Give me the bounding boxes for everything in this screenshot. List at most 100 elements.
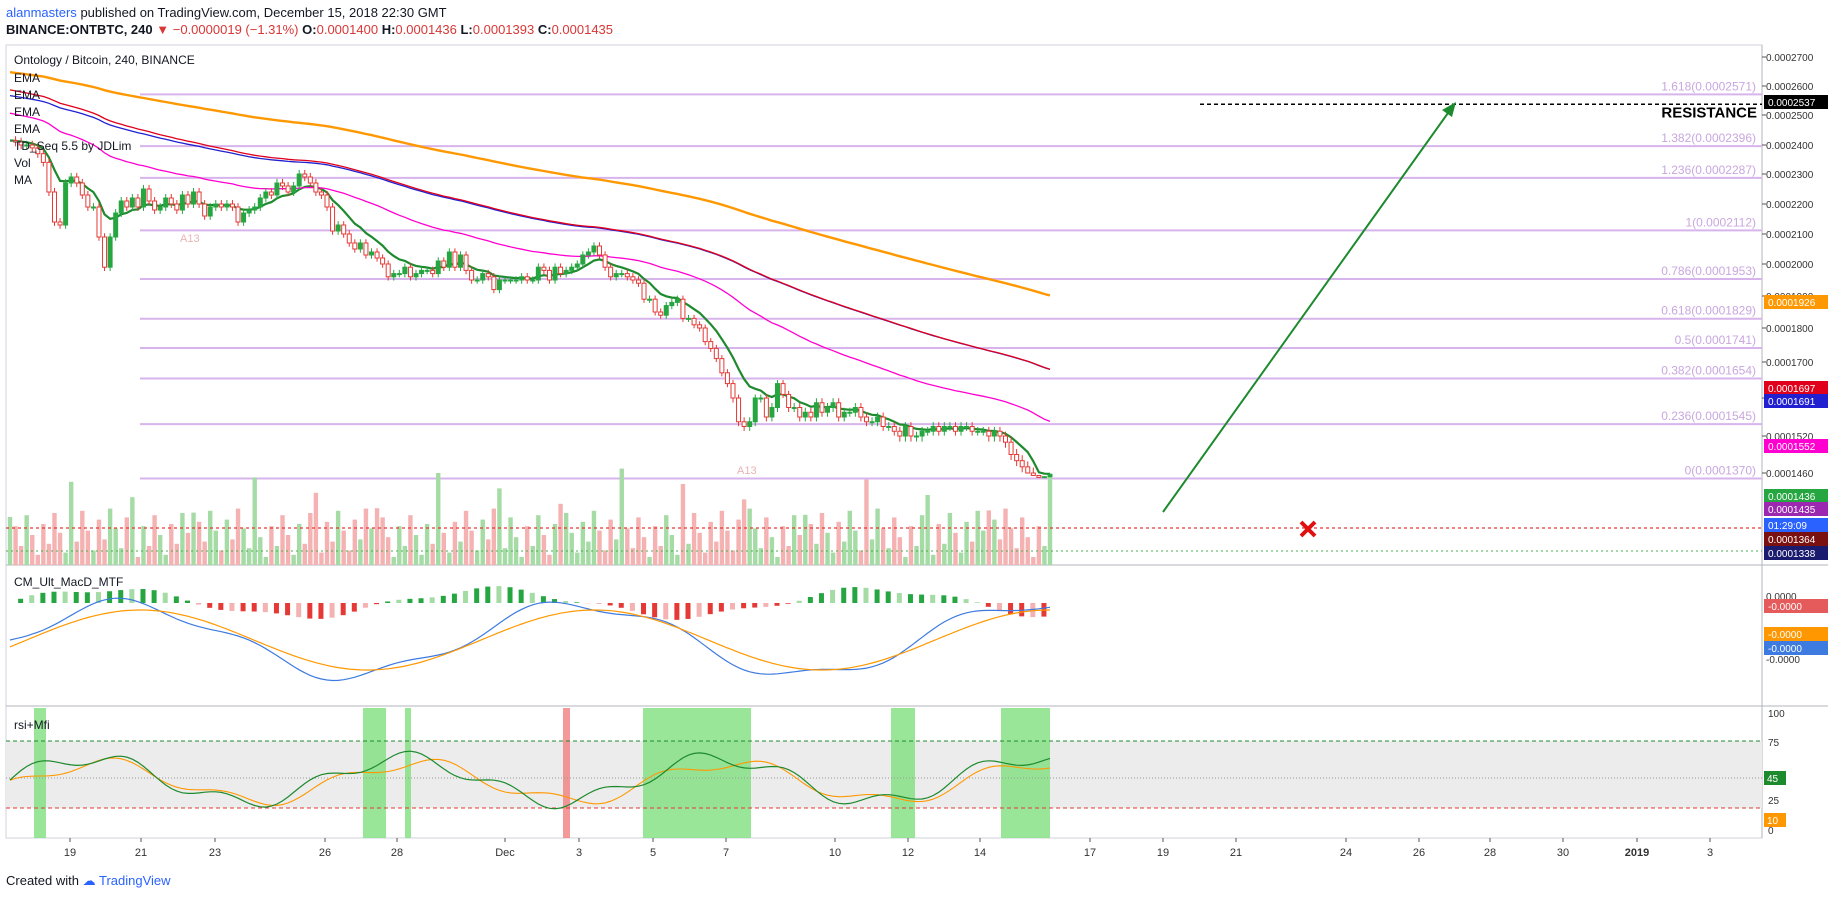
legend-item[interactable]: TD_Seq 5.5 by JDLim xyxy=(14,139,131,153)
price-tag[interactable] xyxy=(1764,532,1828,546)
time-tick-label: 14 xyxy=(974,847,986,859)
price-tag[interactable] xyxy=(1764,381,1828,395)
volume-bar xyxy=(124,517,129,565)
legend-item[interactable]: MA xyxy=(14,173,32,187)
rsi-tag-label: 10 xyxy=(1767,816,1779,827)
price-tag[interactable] xyxy=(1764,489,1828,503)
candle xyxy=(813,402,819,418)
price-tag[interactable] xyxy=(1764,394,1828,408)
macd-histogram-bar xyxy=(62,591,68,603)
candle xyxy=(991,430,997,437)
volume-bar xyxy=(163,554,168,565)
price-tag[interactable] xyxy=(1764,439,1828,453)
price-tag[interactable] xyxy=(1764,502,1828,516)
indicator-legend[interactable]: EMA EMA EMA EMA TD_Seq 5.5 by JDLim Vol MA xyxy=(14,71,131,187)
macd-tag-label: -0.0000 xyxy=(1768,644,1802,655)
rsi-tag[interactable] xyxy=(1764,771,1786,785)
legend-item[interactable]: EMA xyxy=(14,105,40,119)
volume-bar xyxy=(897,537,903,565)
price-axis[interactable]: 0.0002700 0.0002600 0.0002500 0.0002400 0.00… xyxy=(1762,53,1828,560)
macd-histogram-bar xyxy=(1008,603,1014,615)
tradingview-link[interactable]: TradingView xyxy=(99,873,171,888)
volume-bar xyxy=(319,552,324,565)
author-link[interactable]: alanmasters xyxy=(6,5,77,20)
volume-bar xyxy=(402,546,408,565)
candle xyxy=(914,435,920,438)
macd-histogram-bar xyxy=(763,603,769,607)
time-tick-label: 10 xyxy=(829,847,841,859)
macd-histogram-bar xyxy=(418,598,424,603)
fib-retracement[interactable]: 1.618(0.0002571) 1.382(0.0002396) 1.236(0.… xyxy=(140,79,1762,480)
time-tick-label: 24 xyxy=(1340,847,1352,859)
volume-bar xyxy=(1008,528,1014,565)
candle xyxy=(424,269,430,272)
volume-bar xyxy=(369,528,374,565)
price-tag[interactable] xyxy=(1764,295,1828,309)
volume-bar xyxy=(725,530,730,565)
candle xyxy=(224,203,230,208)
time-tick-label: 3 xyxy=(1707,847,1713,859)
volume-bar xyxy=(825,532,830,565)
ema-orange-line xyxy=(9,71,1051,297)
time-tick-label: 21 xyxy=(135,847,147,859)
price-tag[interactable] xyxy=(1764,546,1828,560)
volume-bar xyxy=(714,541,719,565)
macd-histogram-bar xyxy=(552,599,558,603)
target-arrow[interactable] xyxy=(1162,105,1454,513)
candle xyxy=(852,407,858,413)
volume-bar xyxy=(441,532,446,565)
candle xyxy=(597,245,603,256)
candle xyxy=(524,276,530,281)
volume-bar xyxy=(230,539,235,565)
candle xyxy=(936,426,942,432)
price-tag[interactable] xyxy=(1764,518,1828,532)
candle xyxy=(964,426,970,428)
macd-tag[interactable] xyxy=(1764,641,1828,655)
rsi-tag[interactable] xyxy=(1764,813,1786,827)
legend-item[interactable]: EMA xyxy=(14,122,40,136)
volume-bar xyxy=(102,539,107,565)
macd-histogram-bar xyxy=(685,603,691,619)
footer: Created with ☁ TradingView xyxy=(6,873,171,889)
volume-bar xyxy=(285,535,291,565)
macd-histogram-bar xyxy=(941,595,947,603)
macd-histogram-bar xyxy=(641,603,647,615)
macd-tag[interactable] xyxy=(1764,627,1828,641)
candle xyxy=(736,397,742,423)
volume-bar xyxy=(753,528,758,565)
rsi-tag-label: 45 xyxy=(1767,774,1779,785)
volume-bar xyxy=(13,526,18,565)
legend-item[interactable]: Vol xyxy=(14,156,31,170)
macd-histogram-bar xyxy=(596,603,602,604)
price-tick-label: 0.0001700 xyxy=(1766,358,1814,369)
candle xyxy=(402,266,408,275)
candle xyxy=(652,298,658,313)
tradingview-logo-icon: ☁ xyxy=(82,873,96,888)
candle xyxy=(296,173,302,187)
macd-histogram-bar xyxy=(930,594,936,603)
oversold-zone xyxy=(891,708,915,838)
time-axis[interactable]: 19 21 23 26 28 Dec 3 5 7 10 12 14 17 19 21 24 26 28 30 2019… xyxy=(64,838,1713,859)
candle xyxy=(463,254,469,271)
price-tag[interactable] xyxy=(1764,95,1828,109)
chart-title: Ontology / Bitcoin, 240, BINANCE xyxy=(14,53,195,67)
legend-item[interactable]: EMA xyxy=(14,88,40,102)
macd-tick: -0.0000 xyxy=(1766,655,1800,666)
volume-bar xyxy=(675,554,680,565)
mfi-line xyxy=(9,757,1051,806)
macd-histogram-bar xyxy=(362,603,368,608)
macd-tag[interactable] xyxy=(1764,599,1828,613)
volume-bar xyxy=(931,554,936,565)
fib-level-label: 1.382(0.0002396) xyxy=(1661,131,1756,145)
candle xyxy=(185,194,191,205)
volume-bar xyxy=(274,546,280,565)
legend-item[interactable]: EMA xyxy=(14,71,40,85)
candle xyxy=(374,251,380,259)
candle xyxy=(335,224,341,232)
fib-level-label: 0.236(0.0001545) xyxy=(1661,409,1756,423)
volume-bar xyxy=(113,528,118,565)
candle xyxy=(719,358,725,374)
volume-bar xyxy=(219,550,224,565)
drawing-tools[interactable]: RESISTANCE A13 A13 xyxy=(180,102,1762,538)
